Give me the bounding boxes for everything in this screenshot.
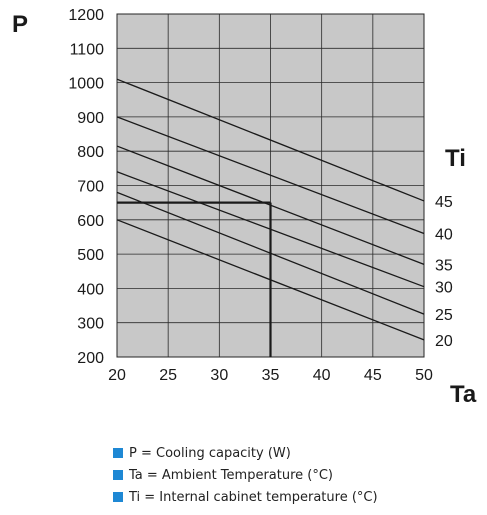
series-label-40: 40 bbox=[435, 227, 453, 244]
x-tick-label: 30 bbox=[210, 367, 228, 384]
y-tick-label: 500 bbox=[77, 247, 104, 264]
x-tick-label: 20 bbox=[108, 367, 126, 384]
x-tick-label: 45 bbox=[364, 367, 382, 384]
legend: P = Cooling capacity (W) Ta = Ambient Te… bbox=[113, 442, 378, 508]
series-title: Ti bbox=[445, 145, 466, 172]
legend-item: Ti = Internal cabinet temperature (°C) bbox=[113, 486, 378, 508]
y-tick-label: 1100 bbox=[70, 41, 105, 58]
y-axis-title: P bbox=[12, 11, 28, 38]
series-label-45: 45 bbox=[435, 194, 453, 211]
x-tick-label: 40 bbox=[313, 367, 331, 384]
series-labels: 45 40 35 30 25 20 bbox=[435, 194, 453, 350]
y-tick-label: 800 bbox=[77, 144, 104, 161]
legend-marker bbox=[113, 492, 123, 502]
y-tick-label: 1200 bbox=[68, 7, 104, 24]
legend-marker bbox=[113, 470, 123, 480]
x-tick-label: 35 bbox=[262, 367, 280, 384]
y-tick-label: 300 bbox=[77, 316, 104, 333]
y-tick-label: 600 bbox=[77, 213, 104, 230]
legend-item: Ta = Ambient Temperature (°C) bbox=[113, 464, 378, 486]
y-tick-labels: 200 300 400 500 600 700 800 900 1000 1100 1200 bbox=[68, 7, 104, 367]
x-tick-label: 25 bbox=[159, 367, 177, 384]
series-label-35: 35 bbox=[435, 257, 453, 274]
legend-item: P = Cooling capacity (W) bbox=[113, 442, 378, 464]
series-label-20: 20 bbox=[435, 333, 453, 350]
legend-text: P = Cooling capacity (W) bbox=[129, 445, 291, 461]
y-tick-label: 200 bbox=[77, 350, 104, 367]
series-label-25: 25 bbox=[435, 307, 453, 324]
legend-text: Ti = Internal cabinet temperature (°C) bbox=[129, 489, 378, 505]
y-tick-label: 700 bbox=[77, 179, 104, 196]
x-axis-title: Ta bbox=[450, 381, 477, 408]
y-tick-label: 1000 bbox=[68, 76, 104, 93]
y-tick-label: 900 bbox=[77, 110, 104, 127]
y-tick-label: 400 bbox=[77, 281, 104, 298]
series-line-45 bbox=[116, 78, 425, 202]
x-tick-labels: 20 25 30 35 40 45 50 bbox=[108, 367, 433, 384]
legend-text: Ta = Ambient Temperature (°C) bbox=[129, 467, 334, 483]
x-tick-label: 50 bbox=[415, 367, 433, 384]
series-line-40 bbox=[116, 116, 425, 235]
series-label-30: 30 bbox=[435, 280, 453, 297]
example-reading bbox=[117, 201, 272, 357]
legend-marker bbox=[113, 448, 123, 458]
